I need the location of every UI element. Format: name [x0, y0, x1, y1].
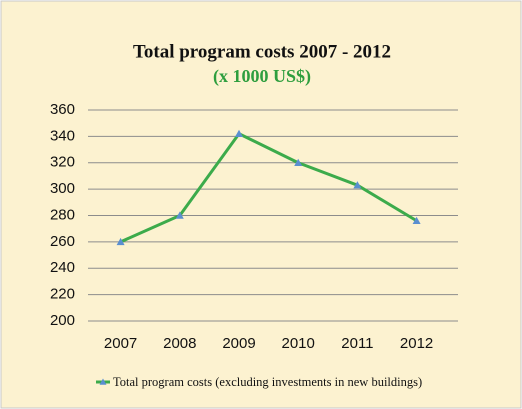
data-point [353, 181, 362, 189]
x-tick-label: 2012 [400, 335, 433, 352]
y-tick-label: 240 [50, 259, 75, 276]
y-tick-label: 260 [50, 233, 75, 250]
y-tick-label: 220 [50, 286, 75, 303]
data-point [412, 216, 421, 224]
y-tick-label: 200 [50, 312, 75, 329]
x-tick-label: 2007 [104, 335, 137, 352]
y-tick-label: 360 [50, 101, 75, 118]
data-point [294, 158, 303, 166]
x-tick-label: 2010 [282, 335, 315, 352]
series-line [119, 132, 418, 244]
data-point [116, 237, 125, 246]
chart-subtitle: (x 1000 US$) [213, 66, 311, 87]
data-point [235, 129, 243, 137]
y-tick-label: 300 [50, 180, 75, 197]
legend-label: Total program costs (excluding investmen… [113, 375, 422, 389]
data-point [175, 211, 184, 219]
y-tick-label: 320 [50, 154, 75, 171]
x-tick-label: 2011 [341, 335, 373, 352]
y-tick-label: 280 [50, 206, 75, 223]
x-tick-label: 2009 [222, 335, 255, 352]
y-tick-label: 340 [50, 127, 75, 144]
chart-title: Total program costs 2007 - 2012 [133, 41, 391, 62]
legend-marker [99, 378, 107, 385]
x-tick-label: 2008 [163, 335, 196, 352]
